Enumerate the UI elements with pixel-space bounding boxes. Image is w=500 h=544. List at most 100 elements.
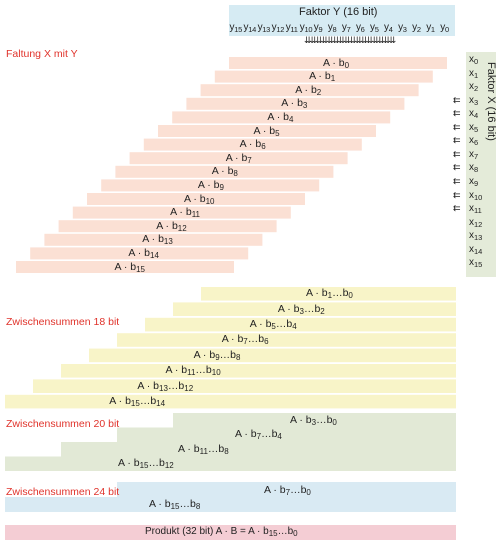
faltung-title: Faltung X mit Y	[6, 48, 78, 60]
faktor-x-bit: x15	[469, 257, 483, 270]
z18-band	[201, 287, 456, 301]
faktor-y-bit: y2	[412, 22, 421, 34]
faltung-band	[30, 247, 249, 260]
z24-title: Zwischensummen 24 bit	[6, 486, 120, 498]
z18-band	[173, 302, 456, 316]
faktor-x-bit: x6	[469, 135, 479, 148]
faktor-x-title: Faktor X (16 bit)	[485, 62, 497, 141]
faktor-x-arrow: ⇇	[453, 203, 461, 214]
faktor-x-bit: x13	[469, 230, 483, 243]
faltung-label: A · b2	[295, 83, 322, 97]
faktor-y-bit: y4	[384, 22, 393, 34]
faktor-x-bit: x12	[469, 216, 483, 229]
faktor-x-arrow: ⇇	[453, 135, 461, 146]
faktor-x-bit: x11	[469, 203, 482, 216]
faktor-x-arrow: ⇇	[453, 94, 461, 105]
faltung-label: A · b12	[156, 219, 187, 233]
z18-band	[117, 333, 456, 347]
faktor-y-bit: y15	[229, 22, 243, 34]
faltung-label: A · b14	[128, 246, 159, 260]
z20-label: A · b7…b4	[235, 428, 282, 442]
z18-band	[5, 394, 456, 409]
z18-label: A · b3…b2	[277, 302, 325, 316]
z20-label: A · b11…b8	[178, 442, 229, 456]
faltung-label: A · b13	[142, 233, 173, 247]
faltung-band	[58, 220, 277, 233]
faktor-y-header	[229, 5, 455, 36]
faltung-band	[143, 138, 362, 151]
faktor-x-arrow: ⇇	[453, 175, 461, 186]
z18-band	[61, 364, 456, 378]
z18-label: A · b13…b12	[137, 379, 194, 393]
z18-label: A · b7…b6	[221, 333, 269, 347]
faktor-y-bit: y5	[370, 22, 379, 34]
z24-band	[5, 482, 456, 512]
faltung-band	[158, 125, 376, 137]
faltung-band	[186, 97, 405, 110]
faktor-x-bit: x10	[469, 189, 483, 202]
faktor-y-bit: y13	[257, 22, 271, 34]
faktor-x-arrow: ⇇	[453, 108, 461, 119]
faltung-label: A · b4	[267, 110, 294, 124]
faktor-x-arrow: ⇇	[453, 189, 461, 200]
faltung-label: A · b6	[239, 138, 266, 152]
z20-band	[5, 413, 456, 471]
z24-label: A · b7…b0	[264, 484, 311, 497]
faktor-x-bit: x8	[469, 162, 479, 175]
faltung-label: A · b11	[170, 206, 201, 220]
faltung-label: A · b1	[309, 70, 336, 84]
faktor-y-arrows: ⇊⇊⇊⇊⇊⇊⇊⇊⇊⇊⇊⇊⇊⇊⇊⇊	[304, 35, 396, 45]
faltung-band	[16, 261, 234, 273]
faktor-x-arrow: ⇇	[453, 121, 461, 132]
faltung-label: A · b15	[114, 260, 146, 274]
z18-band	[145, 317, 456, 332]
faktor-x-bit: x9	[469, 175, 479, 188]
z18-label: A · b5…b4	[249, 318, 297, 331]
faktor-y-bit: y7	[341, 22, 351, 34]
produkt-label: Produkt (32 bit) A · B = A · b15…b0	[145, 526, 298, 538]
faltung-label: A · b8	[211, 165, 238, 179]
faltung-band	[44, 233, 263, 246]
faktor-y-bit: y11	[285, 22, 298, 34]
faktor-x-arrow: ⇇	[453, 148, 461, 159]
faktor-x-bit: x14	[469, 243, 483, 256]
faktor-x-arrow: ⇇	[453, 162, 461, 173]
faktor-x-header	[466, 52, 496, 277]
faktor-y-bit: y14	[243, 22, 257, 34]
faltung-label: A · b5	[253, 124, 280, 138]
faktor-y-title: Faktor Y (16 bit)	[299, 6, 378, 18]
z20-label: A · b15…b12	[118, 457, 174, 471]
faltung-label: A · b9	[197, 178, 224, 192]
z18-title: Zwischensummen 18 bit	[6, 316, 120, 328]
faltung-band	[172, 111, 391, 124]
faltung-band	[200, 84, 419, 97]
faktor-y-bit: y9	[313, 22, 323, 34]
faktor-y-bit: y1	[426, 22, 435, 34]
faltung-band	[87, 193, 305, 205]
faltung-band	[129, 152, 348, 165]
faltung-label: A · b3	[281, 97, 308, 111]
faktor-x-bit: x0	[469, 54, 479, 66]
produkt-band	[5, 525, 456, 540]
faktor-y-bit: y10	[299, 22, 313, 34]
faltung-band	[101, 179, 320, 192]
faktor-y-bit: y3	[398, 22, 407, 34]
faktor-x-bit: x7	[469, 148, 479, 161]
faltung-label: A · b10	[184, 192, 215, 206]
z24-label: A · b15…b8	[149, 498, 201, 511]
faktor-x-bit: x4	[469, 108, 479, 121]
faktor-x-bit: x5	[469, 121, 479, 134]
faltung-band	[72, 206, 291, 219]
faltung-band	[229, 57, 447, 69]
faktor-x-bit: x1	[469, 67, 479, 80]
z18-label: A · b9…b8	[193, 348, 241, 362]
z20-title: Zwischensummen 20 bit	[6, 418, 120, 430]
z18-label: A · b11…b10	[165, 364, 221, 378]
z18-label: A · b15…b14	[109, 395, 166, 408]
z20-label: A · b3…b0	[290, 413, 337, 427]
z18-band	[33, 379, 456, 393]
faktor-y-bit: y0	[440, 22, 449, 34]
faktor-x-bit: x2	[469, 81, 479, 94]
faltung-label: A · b0	[323, 56, 350, 70]
